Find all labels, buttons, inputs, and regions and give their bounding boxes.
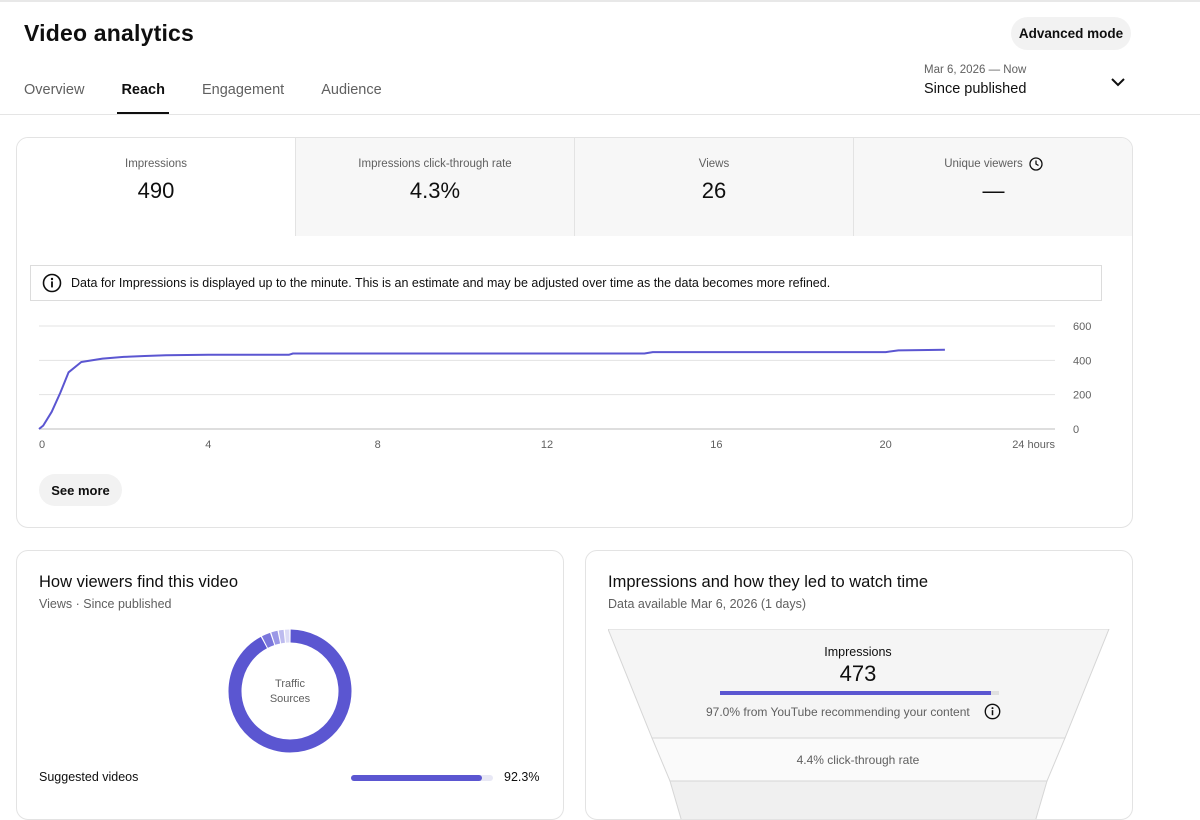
donut-label-line: Sources [250,692,330,707]
funnel-impressions-value: 473 [758,661,958,687]
source-name: Suggested videos [39,770,138,784]
metric-label: Impressions [125,158,187,170]
tab-overview[interactable]: Overview [24,82,84,115]
metric-ctr[interactable]: Impressions click-through rate 4.3% [296,138,575,236]
date-range-dates: Mar 6, 2026 — Now [924,64,1026,76]
x-tick-label: 24 hours [1012,439,1055,451]
y-tick-label: 600 [1073,321,1091,333]
info-icon[interactable] [984,703,1001,720]
tab-reach[interactable]: Reach [121,82,165,115]
source-bar [351,775,482,781]
donut-slice [280,636,284,637]
funnel-impressions-label: Impressions [758,645,958,659]
metric-label: Impressions click-through rate [358,158,511,170]
tab-engagement[interactable]: Engagement [202,82,284,115]
card-title: Impressions and how they led to watch ti… [608,573,928,592]
recommend-bar [720,691,991,695]
y-tick-label: 400 [1073,355,1091,367]
x-tick-label: 16 [710,439,722,451]
notice-text: Data for Impressions is displayed up to … [71,276,830,290]
y-tick-label: 200 [1073,390,1091,402]
metric-value: 4.3% [296,178,574,204]
recommend-text: 97.0% from YouTube recommending your con… [706,705,970,719]
x-tick-label: 4 [205,439,211,451]
source-percent: 92.3% [504,770,539,784]
date-range-label: Since published [924,81,1026,97]
info-icon [42,273,62,293]
donut-label-line: Traffic [250,677,330,692]
x-tick-label: 12 [541,439,553,451]
card-title: How viewers find this video [39,573,238,592]
advanced-mode-button[interactable]: Advanced mode [1011,17,1131,50]
metric-value: — [854,178,1133,204]
donut-slice [273,637,279,638]
clock-icon[interactable] [1029,157,1043,171]
metric-unique-viewers[interactable]: Unique viewers — [854,138,1133,236]
metric-value: 26 [575,178,853,204]
funnel-ctr: 4.4% click-through rate [758,753,958,767]
traffic-sources-card: How viewers find this video Views · Sinc… [16,550,564,820]
see-more-button[interactable]: See more [39,474,122,506]
impressions-funnel-card: Impressions and how they led to watch ti… [585,550,1133,820]
reach-metrics-card: Impressions 490 Impressions click-throug… [16,137,1133,528]
y-tick-label: 0 [1073,424,1079,436]
traffic-source-row[interactable]: Suggested videos 92.3% [39,770,539,786]
x-tick-label: 8 [375,439,381,451]
metric-views[interactable]: Views 26 [575,138,854,236]
tab-audience[interactable]: Audience [321,82,381,115]
card-subtitle: Data available Mar 6, 2026 (1 days) [608,597,806,611]
series-line [39,350,945,429]
date-range-selector[interactable]: Mar 6, 2026 — Now Since published [924,64,1026,97]
x-tick-label: 0 [39,439,45,451]
metric-label: Views [699,158,729,170]
data-notice: Data for Impressions is displayed up to … [30,265,1102,301]
metric-impressions[interactable]: Impressions 490 [17,138,296,236]
metric-label-wrap: Unique viewers [944,157,1043,171]
recommend-bar-track [720,691,999,695]
tab-bar: Overview Reach Engagement Audience [24,82,419,115]
tabs-divider [0,114,1200,115]
impressions-line-chart: 600 400 200 0 0 4 8 12 16 20 24 hours [17,308,1117,458]
donut-center-label: Traffic Sources [250,677,330,707]
metric-value: 490 [17,178,295,204]
chevron-down-icon[interactable] [1108,72,1128,92]
metric-tabs: Impressions 490 Impressions click-throug… [17,138,1133,236]
metric-label: Unique viewers [944,158,1023,170]
recommend-note: 97.0% from YouTube recommending your con… [706,703,1026,720]
donut-slice [265,639,272,642]
x-tick-label: 20 [880,439,892,451]
top-border [0,0,1200,2]
card-subtitle: Views · Since published [39,597,171,611]
source-bar-track [351,775,493,781]
page-title: Video analytics [24,20,194,47]
